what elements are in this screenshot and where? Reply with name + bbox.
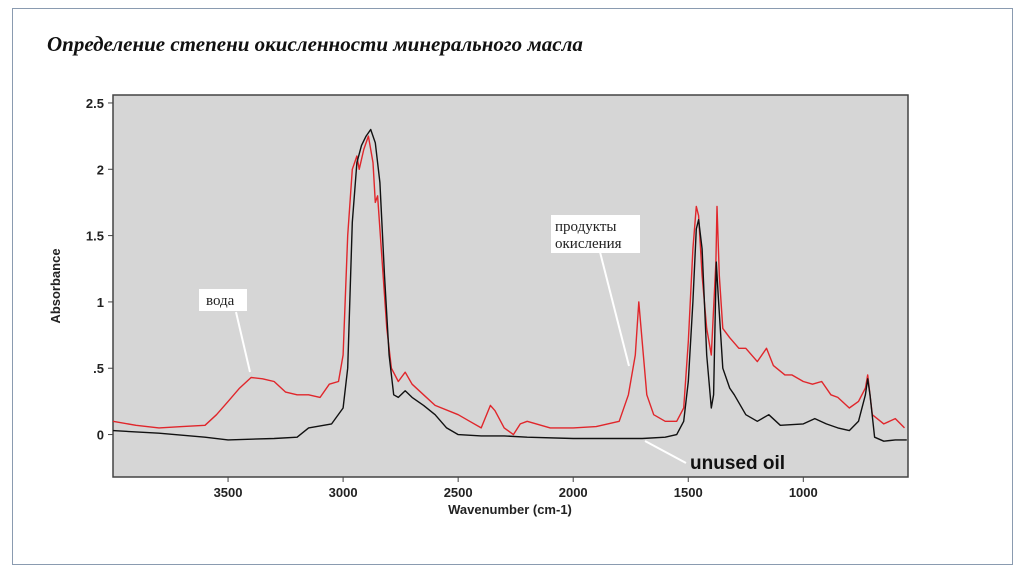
water-label: вода (206, 293, 235, 309)
y-tick-label: .5 (93, 361, 104, 376)
y-tick-label: 0 (97, 428, 104, 443)
y-tick-label: 2.5 (86, 96, 104, 111)
water-label-box (199, 289, 247, 311)
x-tick-label: 1000 (789, 485, 818, 500)
oxidation-label-box (551, 215, 640, 253)
x-tick-label: 3500 (214, 485, 243, 500)
x-tick-label: 3000 (329, 485, 358, 500)
unused-oil-pointer (644, 440, 687, 464)
y-tick-label: 2 (97, 162, 104, 177)
slide-title: Определение степени окисленности минерал… (47, 32, 583, 56)
plot-area (112, 94, 909, 478)
oxidation-pointer (599, 251, 630, 367)
water-pointer (235, 311, 251, 373)
series-line-oxidized-oil (112, 135, 905, 436)
x-tick-label: 1500 (674, 485, 703, 500)
y-tick-label: 1.5 (86, 229, 104, 244)
x-tick-label: 2500 (444, 485, 473, 500)
x-tick-label: 2000 (559, 485, 588, 500)
series-line-unused-oil (112, 128, 907, 442)
y-axis-label: Absorbance (48, 248, 63, 323)
oxidation-label-line2: окисления (555, 236, 622, 252)
y-tick-label: 1 (97, 295, 104, 310)
oxidation-label-line1: продукты (555, 219, 616, 235)
x-axis-label: Wavenumber (cm-1) (448, 502, 572, 517)
unused-oil-label: unused oil (690, 453, 785, 474)
slide-frame (12, 8, 1013, 565)
